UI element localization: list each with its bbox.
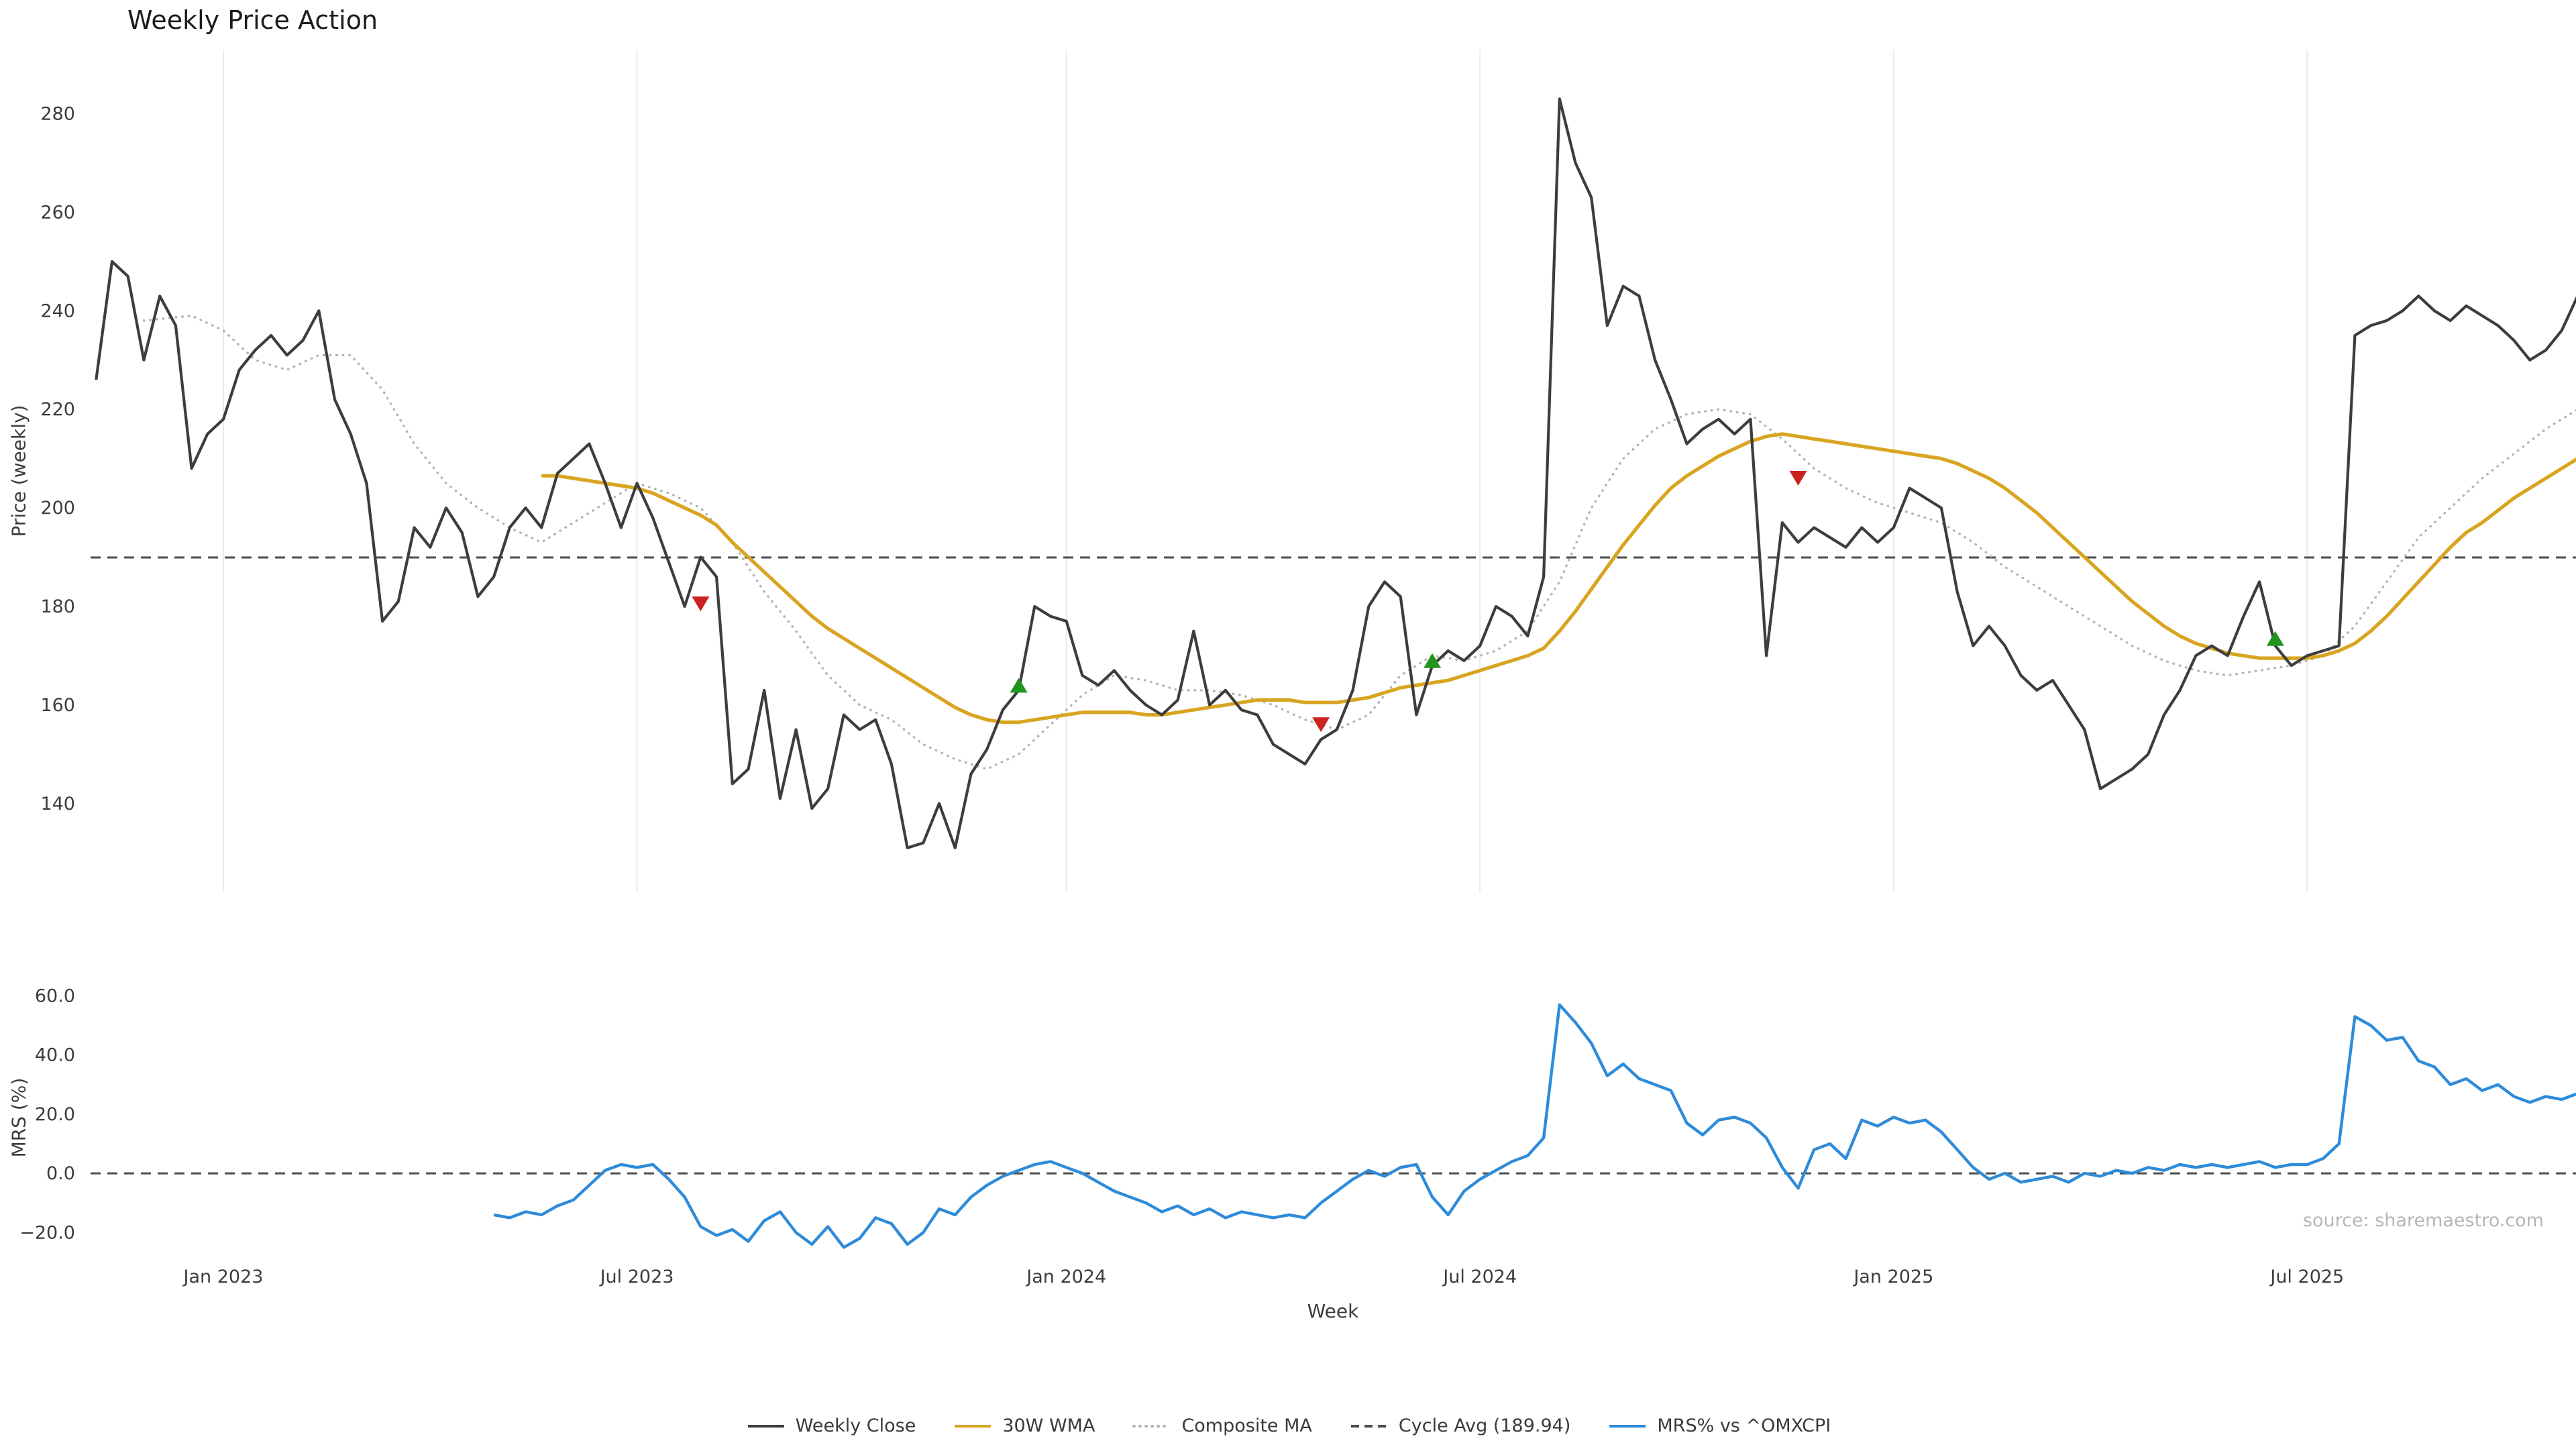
mrs-axis-title: MRS (%)	[7, 1077, 30, 1158]
legend-item-cycle-avg-189-94: Cycle Avg (189.94)	[1348, 1415, 1571, 1436]
source-watermark: source: sharemaestro.com	[2302, 1210, 2544, 1231]
mrs-ytick-label: −20.0	[19, 1222, 75, 1243]
legend-item-weekly-close: Weekly Close	[745, 1415, 916, 1436]
legend-swatch-line	[747, 1424, 784, 1428]
legend-swatch-line	[955, 1424, 991, 1428]
price-ytick-label: 200	[40, 498, 75, 519]
buy-signal-marker	[1424, 653, 1442, 668]
x-tick-label: Jul 2025	[2269, 1267, 2344, 1287]
chart-title: Weekly Price Action	[127, 5, 378, 35]
legend-label: 30W WMA	[1002, 1415, 1095, 1436]
composite-ma-line	[142, 314, 2576, 771]
legend-item-30w-wma: 30W WMA	[952, 1415, 1095, 1436]
weekly-close-line	[95, 97, 2576, 849]
legend-label: MRS% vs ^OMXCPI	[1657, 1415, 1831, 1436]
buy-signal-marker	[1010, 678, 1028, 693]
sell-signal-marker	[692, 596, 710, 612]
legend-label: Weekly Close	[795, 1415, 916, 1436]
mrs-ytick-label: 40.0	[35, 1045, 75, 1066]
x-tick-label: Jan 2025	[1852, 1267, 1933, 1287]
price-axis-title: Price (weekly)	[7, 405, 30, 537]
x-axis-title: Week	[1307, 1300, 1359, 1322]
legend-item-composite-ma: Composite MA	[1131, 1415, 1312, 1436]
legend-item-mrs-vs-omxcpi: MRS% vs ^OMXCPI	[1607, 1415, 1831, 1436]
x-tick-label: Jul 2024	[1442, 1267, 1517, 1287]
x-tick-label: Jan 2024	[1025, 1267, 1106, 1287]
legend-swatch-line	[1350, 1424, 1387, 1428]
price-ytick-label: 180	[40, 596, 75, 617]
price-ytick-label: 260	[40, 202, 75, 223]
price-ytick-label: 240	[40, 301, 75, 321]
sell-signal-marker	[1312, 717, 1330, 733]
mrs-ytick-label: 0.0	[46, 1163, 75, 1184]
legend-swatch-line	[1609, 1424, 1646, 1428]
x-tick-label: Jan 2023	[182, 1267, 264, 1287]
price-ytick-label: 140	[40, 794, 75, 814]
legend-label: Cycle Avg (189.94)	[1398, 1415, 1571, 1436]
x-tick-label: Jul 2023	[599, 1267, 674, 1287]
price-ytick-label: 280	[40, 104, 75, 125]
price-ytick-label: 160	[40, 695, 75, 716]
mrs-ytick-label: 60.0	[35, 986, 75, 1007]
price-ytick-label: 220	[40, 399, 75, 420]
wma-line	[541, 432, 2576, 724]
legend-label: Composite MA	[1181, 1415, 1312, 1436]
legend: Weekly Close 30W WMA Composite MA Cycle Avg…	[0, 1415, 2576, 1436]
mrs-line	[493, 1003, 2576, 1249]
mrs-ytick-label: 20.0	[35, 1104, 75, 1125]
legend-swatch-line	[1132, 1424, 1172, 1428]
sell-signal-marker	[1789, 471, 1807, 486]
buy-signal-marker	[2266, 631, 2284, 646]
